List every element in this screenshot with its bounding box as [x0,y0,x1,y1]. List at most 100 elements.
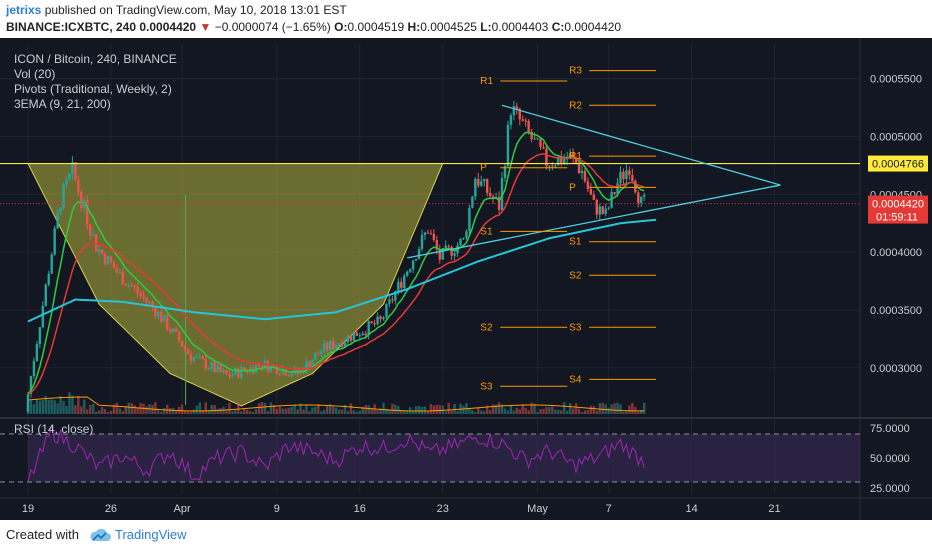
volume-bar [361,407,364,414]
volume-bar [109,410,113,414]
candle-body [447,245,450,247]
volume-bar [426,410,430,414]
candle-body [518,108,521,120]
volume-bar [299,403,302,414]
candle-body [68,173,71,180]
volume-bar [68,392,71,414]
volume-bar [367,405,370,414]
volume-bar [417,405,421,414]
legend-title: ICON / Bitcoin, 240, BINANCE [14,52,177,66]
volume-bar [503,408,507,414]
volume-bar [278,406,282,414]
candle-body [65,179,68,185]
candle-body [607,207,610,209]
pivot-label: R1 [480,76,493,87]
volume-bar [453,403,456,414]
volume-bar [563,402,566,414]
candle-body [450,246,453,256]
candle-body [100,249,104,254]
candle-body [512,106,516,116]
candle-body [115,268,119,273]
candle-body [616,183,619,194]
volume-bar [391,403,394,414]
ema-200-line [27,218,657,323]
candle-body [281,369,284,375]
y-tick-label: 0.0003000 [870,363,922,375]
candle-body [222,370,225,372]
volume-bar [483,411,486,414]
volume-bar [248,411,252,414]
volume-bar [74,405,77,414]
candle-body [604,208,607,215]
volume-bar [56,403,59,414]
candle-body [571,153,575,158]
x-tick-label: Apr [173,503,190,515]
last-price-badge-label: 0.0004420 [872,199,924,211]
volume-bar [317,404,320,414]
volume-bar [411,410,415,414]
volume-bar [266,411,270,414]
candle-body [177,331,181,341]
candle-body [216,365,219,372]
volume-bar [340,409,344,414]
volume-bar [343,404,347,414]
volume-bar [488,410,492,414]
volume-bar [207,410,210,414]
candle-body [462,237,465,239]
legend-volume: Vol (20) [14,67,56,81]
volume-bar [320,411,323,414]
volume-bar [625,411,628,414]
volume-bar [246,409,249,414]
volume-bars [26,392,646,414]
volume-bar [296,409,299,414]
candle-body [326,342,329,351]
candle-body [183,346,187,350]
resistance-badge-label: 0.0004766 [872,159,924,171]
volume-bar [91,403,95,414]
last-price-badge [868,195,928,224]
candle-body [47,273,50,285]
candle-body [426,232,430,234]
rsi-band-fill [28,434,860,482]
candle-body [539,138,542,147]
volume-bar [477,407,480,414]
candle-body [373,323,376,325]
candle-body [266,360,270,372]
candle-body [465,231,468,238]
pivot-label: P [569,182,576,193]
volume-bar [527,410,530,414]
candle-body [26,394,30,412]
candle-body [563,158,566,164]
volume-bar [71,395,74,414]
candle-body [50,254,53,274]
volume-bar [613,403,616,414]
pivot-label: R3 [569,66,582,77]
volume-bar [228,402,231,414]
volume-bar [62,400,65,414]
pivot-label: S4 [569,374,582,385]
candle-body [314,353,317,361]
author-link[interactable]: jetrixs [6,3,42,17]
candle-body [91,234,95,236]
volume-bar [568,403,572,414]
volume-bar [628,405,631,414]
candle-body [379,316,382,320]
symbol-label: BINANCE:ICXBTC, 240 [6,20,137,34]
tradingview-logo-text[interactable]: TradingView [115,527,187,542]
chart-panel[interactable]: R1 P S1 S2 S3 R3 R2 R1 P S1 S2 S3 S4 0.0005500 0.0005… [0,38,932,520]
candle-body [503,166,507,179]
candle-body [397,281,400,292]
candle-body [640,196,643,203]
candle-body [41,305,45,328]
candle-body [628,170,631,175]
candle-body [634,180,637,193]
volume-bar [97,410,101,414]
volume-bar [580,411,584,414]
legend-pivots: Pivots (Traditional, Weekly, 2) [14,82,172,96]
pivot-label: S2 [569,270,582,281]
candle-body [287,375,290,377]
volume-bar [551,406,554,414]
price-chart[interactable]: R1 P S1 S2 S3 R3 R2 R1 P S1 S2 S3 S4 0.0005500 0.0005… [0,38,932,520]
volume-bar [557,409,560,414]
volume-bar [554,409,557,414]
